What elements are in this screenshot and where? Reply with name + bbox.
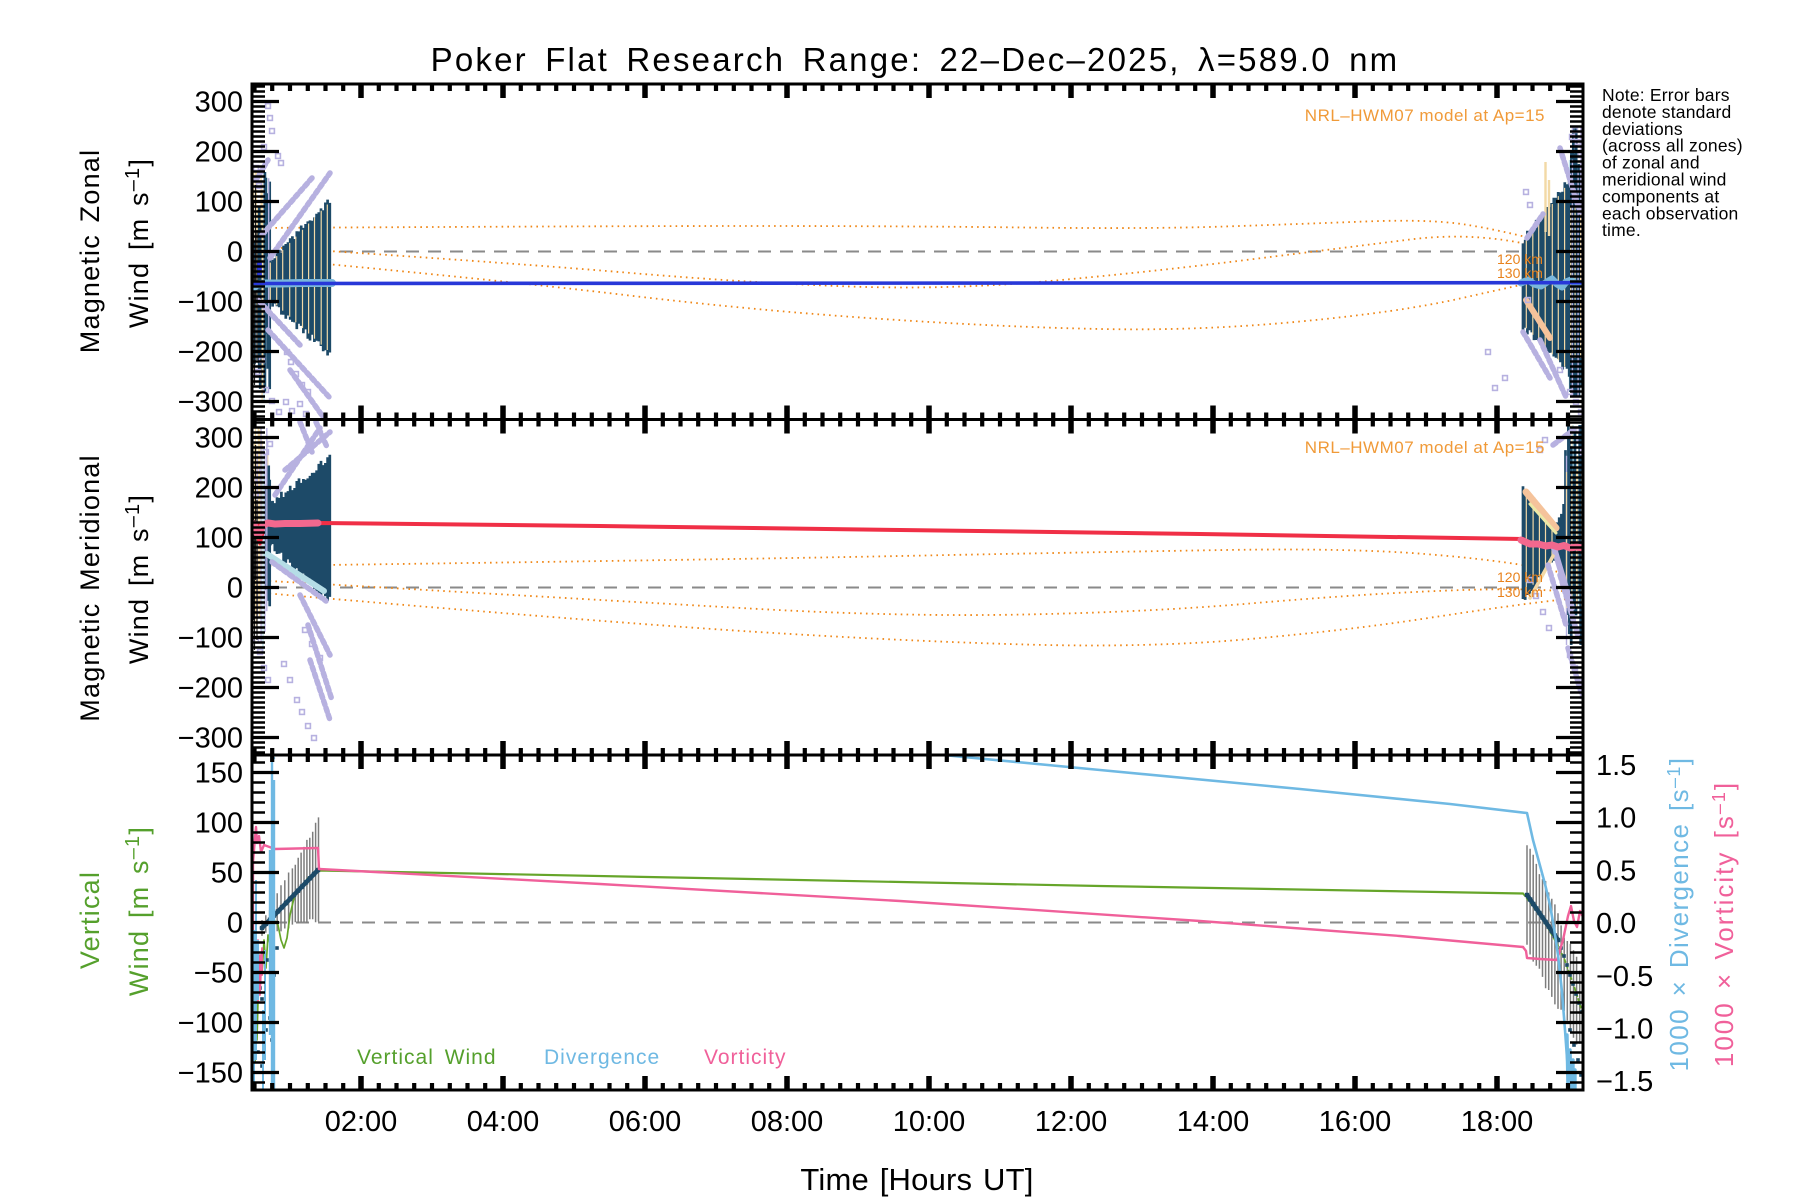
svg-text:Vertical: Vertical xyxy=(75,871,105,969)
svg-text:300: 300 xyxy=(195,423,243,455)
svg-text:1.0: 1.0 xyxy=(1596,803,1636,835)
svg-text:each observation: each observation xyxy=(1602,203,1738,223)
svg-text:−200: −200 xyxy=(178,337,243,369)
svg-text:time.: time. xyxy=(1602,220,1641,240)
svg-text:120 km: 120 km xyxy=(1497,569,1543,585)
svg-text:300: 300 xyxy=(195,87,243,119)
svg-text:Vorticity: Vorticity xyxy=(704,1046,787,1069)
svg-text:130 km: 130 km xyxy=(1497,265,1543,281)
svg-text:Magnetic Meridional: Magnetic Meridional xyxy=(75,454,105,721)
svg-text:200: 200 xyxy=(195,137,243,169)
svg-text:18:00: 18:00 xyxy=(1461,1106,1534,1138)
svg-text:10:00: 10:00 xyxy=(893,1106,966,1138)
svg-text:0: 0 xyxy=(227,573,243,605)
svg-text:12:00: 12:00 xyxy=(1035,1106,1108,1138)
svg-text:−1.5: −1.5 xyxy=(1596,1066,1653,1098)
svg-text:components at: components at xyxy=(1602,186,1719,206)
svg-text:100: 100 xyxy=(195,523,243,555)
svg-text:0: 0 xyxy=(227,908,243,940)
svg-text:Wind [m s–1]: Wind [m s–1] xyxy=(122,826,154,996)
svg-text:Vertical Wind: Vertical Wind xyxy=(357,1046,497,1069)
svg-text:−150: −150 xyxy=(178,1058,243,1090)
svg-text:Note: Error bars: Note: Error bars xyxy=(1602,85,1730,105)
svg-text:−100: −100 xyxy=(178,1008,243,1040)
svg-text:150: 150 xyxy=(195,758,243,790)
svg-text:Divergence: Divergence xyxy=(544,1046,660,1069)
svg-text:1.5: 1.5 xyxy=(1596,750,1636,782)
svg-text:100: 100 xyxy=(195,187,243,219)
svg-text:200: 200 xyxy=(195,473,243,505)
svg-text:−300: −300 xyxy=(178,723,243,755)
svg-text:0.0: 0.0 xyxy=(1596,908,1636,940)
svg-text:Poker Flat Research Range: 22–: Poker Flat Research Range: 22–Dec–2025, … xyxy=(431,41,1400,78)
svg-text:NRL–HWM07 model at Ap=15: NRL–HWM07 model at Ap=15 xyxy=(1305,106,1545,125)
svg-text:1000 × Divergence [s–1]: 1000 × Divergence [s–1] xyxy=(1664,757,1694,1072)
svg-text:−100: −100 xyxy=(178,287,243,319)
svg-text:of zonal and: of zonal and xyxy=(1602,153,1700,173)
svg-text:NRL–HWM07 model at Ap=15: NRL–HWM07 model at Ap=15 xyxy=(1305,438,1545,457)
svg-text:06:00: 06:00 xyxy=(609,1106,682,1138)
svg-text:0.5: 0.5 xyxy=(1596,855,1636,887)
svg-text:04:00: 04:00 xyxy=(467,1106,540,1138)
svg-text:deviations: deviations xyxy=(1602,119,1683,139)
svg-text:denote standard: denote standard xyxy=(1602,102,1732,122)
svg-text:0: 0 xyxy=(227,237,243,269)
svg-text:meridional wind: meridional wind xyxy=(1602,170,1727,190)
svg-text:14:00: 14:00 xyxy=(1177,1106,1250,1138)
svg-text:08:00: 08:00 xyxy=(751,1106,824,1138)
svg-text:50: 50 xyxy=(211,858,243,890)
svg-text:−200: −200 xyxy=(178,673,243,705)
svg-text:120 km: 120 km xyxy=(1497,251,1543,267)
svg-text:−300: −300 xyxy=(178,387,243,419)
svg-text:(across all zones): (across all zones) xyxy=(1602,136,1743,156)
svg-text:02:00: 02:00 xyxy=(325,1106,398,1138)
svg-text:−100: −100 xyxy=(178,623,243,655)
svg-text:1000 × Vorticity [s–1]: 1000 × Vorticity [s–1] xyxy=(1709,781,1739,1067)
svg-text:Time [Hours UT]: Time [Hours UT] xyxy=(800,1162,1033,1197)
svg-text:−50: −50 xyxy=(194,958,243,990)
svg-text:−0.5: −0.5 xyxy=(1596,961,1653,993)
svg-text:−1.0: −1.0 xyxy=(1596,1014,1653,1046)
svg-text:Magnetic Zonal: Magnetic Zonal xyxy=(75,149,105,353)
svg-text:100: 100 xyxy=(195,808,243,840)
svg-text:16:00: 16:00 xyxy=(1319,1106,1392,1138)
svg-text:130 km: 130 km xyxy=(1497,584,1543,600)
